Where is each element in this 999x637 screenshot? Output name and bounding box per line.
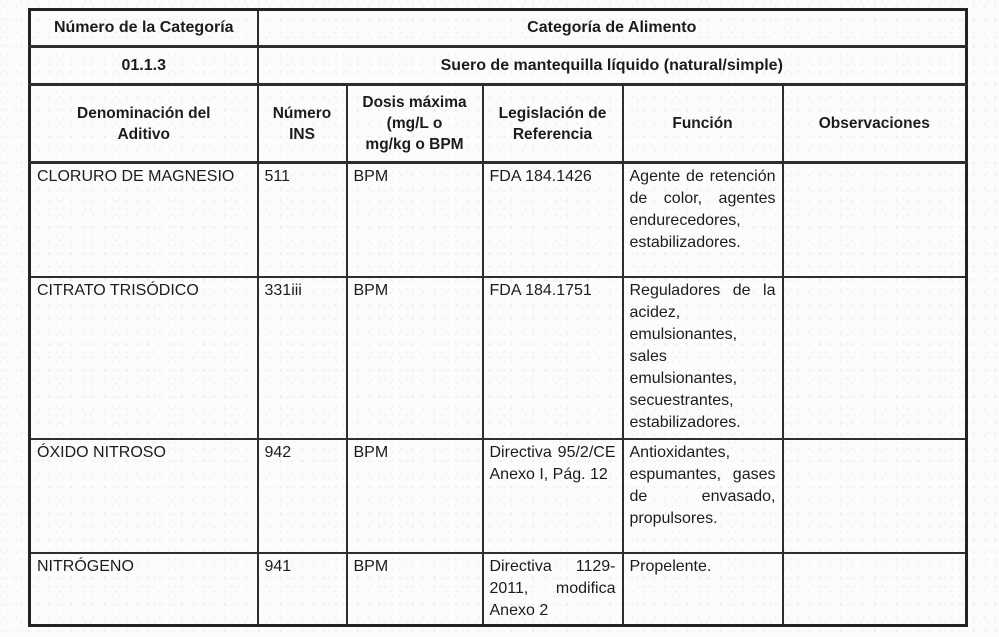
cell-numero-ins: 941 bbox=[256, 551, 348, 626]
cell-observaciones bbox=[781, 437, 968, 554]
table-row: NITRÓGENO 941 BPM Directiva 1129-2011, m… bbox=[28, 551, 968, 626]
cell-legislacion: FDA 184.1426 bbox=[481, 161, 624, 278]
food-additives-table: Número de la Categoría Categoría de Alim… bbox=[28, 8, 969, 627]
category-value-row: 01.1.3 Suero de mantequilla líquido (nat… bbox=[28, 45, 968, 86]
food-category-label: Categoría de Alimento bbox=[256, 8, 968, 48]
cell-observaciones bbox=[781, 551, 968, 626]
category-number-value: 01.1.3 bbox=[28, 45, 259, 86]
cell-funcion: Antioxidantes, espumantes, gases de enva… bbox=[621, 437, 784, 554]
cell-legislacion: Directiva 1129-2011, modifica Anexo 2 bbox=[481, 551, 624, 626]
cell-dosis-maxima: BPM bbox=[345, 437, 484, 554]
column-header-legislacion: Legislación de Referencia bbox=[481, 83, 624, 164]
cell-funcion: Reguladores de la acidez, emulsionantes,… bbox=[621, 275, 784, 440]
column-header-dosis-maxima: Dosis máxima (mg/L o mg/kg o BPM bbox=[345, 83, 484, 164]
category-header-row: Número de la Categoría Categoría de Alim… bbox=[28, 8, 968, 48]
cell-numero-ins: 331iii bbox=[256, 275, 348, 440]
cell-legislacion: FDA 184.1751 bbox=[481, 275, 624, 440]
cell-legislacion: Directiva 95/2/CE Anexo I, Pág. 12 bbox=[481, 437, 624, 554]
cell-funcion: Agente de retención de color, agentes en… bbox=[621, 161, 784, 278]
cell-observaciones bbox=[781, 161, 968, 278]
food-category-value: Suero de mantequilla líquido (natural/si… bbox=[256, 45, 968, 86]
column-header-numero-ins: Número INS bbox=[256, 83, 348, 164]
category-number-label: Número de la Categoría bbox=[28, 8, 259, 48]
cell-denominacion: NITRÓGENO bbox=[28, 551, 259, 626]
column-header-denominacion: Denominación del Aditivo bbox=[28, 83, 259, 164]
column-header-observaciones: Observaciones bbox=[781, 83, 968, 164]
cell-denominacion: ÓXIDO NITROSO bbox=[28, 437, 259, 554]
table-row: CLORURO DE MAGNESIO 511 BPM FDA 184.1426… bbox=[28, 161, 968, 278]
cell-funcion: Propelente. bbox=[621, 551, 784, 626]
cell-observaciones bbox=[781, 275, 968, 440]
table-row: CITRATO TRISÓDICO 331iii BPM FDA 184.175… bbox=[28, 275, 968, 440]
table-row: ÓXIDO NITROSO 942 BPM Directiva 95/2/CE … bbox=[28, 437, 968, 554]
column-header-funcion: Función bbox=[621, 83, 784, 164]
cell-numero-ins: 942 bbox=[256, 437, 348, 554]
cell-denominacion: CITRATO TRISÓDICO bbox=[28, 275, 259, 440]
cell-numero-ins: 511 bbox=[256, 161, 348, 278]
cell-dosis-maxima: BPM bbox=[345, 275, 484, 440]
cell-dosis-maxima: BPM bbox=[345, 551, 484, 626]
cell-dosis-maxima: BPM bbox=[345, 161, 484, 278]
cell-denominacion: CLORURO DE MAGNESIO bbox=[28, 161, 259, 278]
column-header-row: Denominación del Aditivo Número INS Dosi… bbox=[28, 83, 968, 164]
